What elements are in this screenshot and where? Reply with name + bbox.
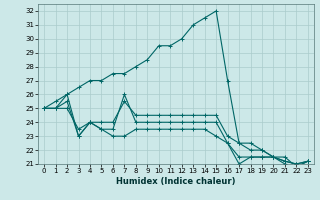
X-axis label: Humidex (Indice chaleur): Humidex (Indice chaleur)	[116, 177, 236, 186]
